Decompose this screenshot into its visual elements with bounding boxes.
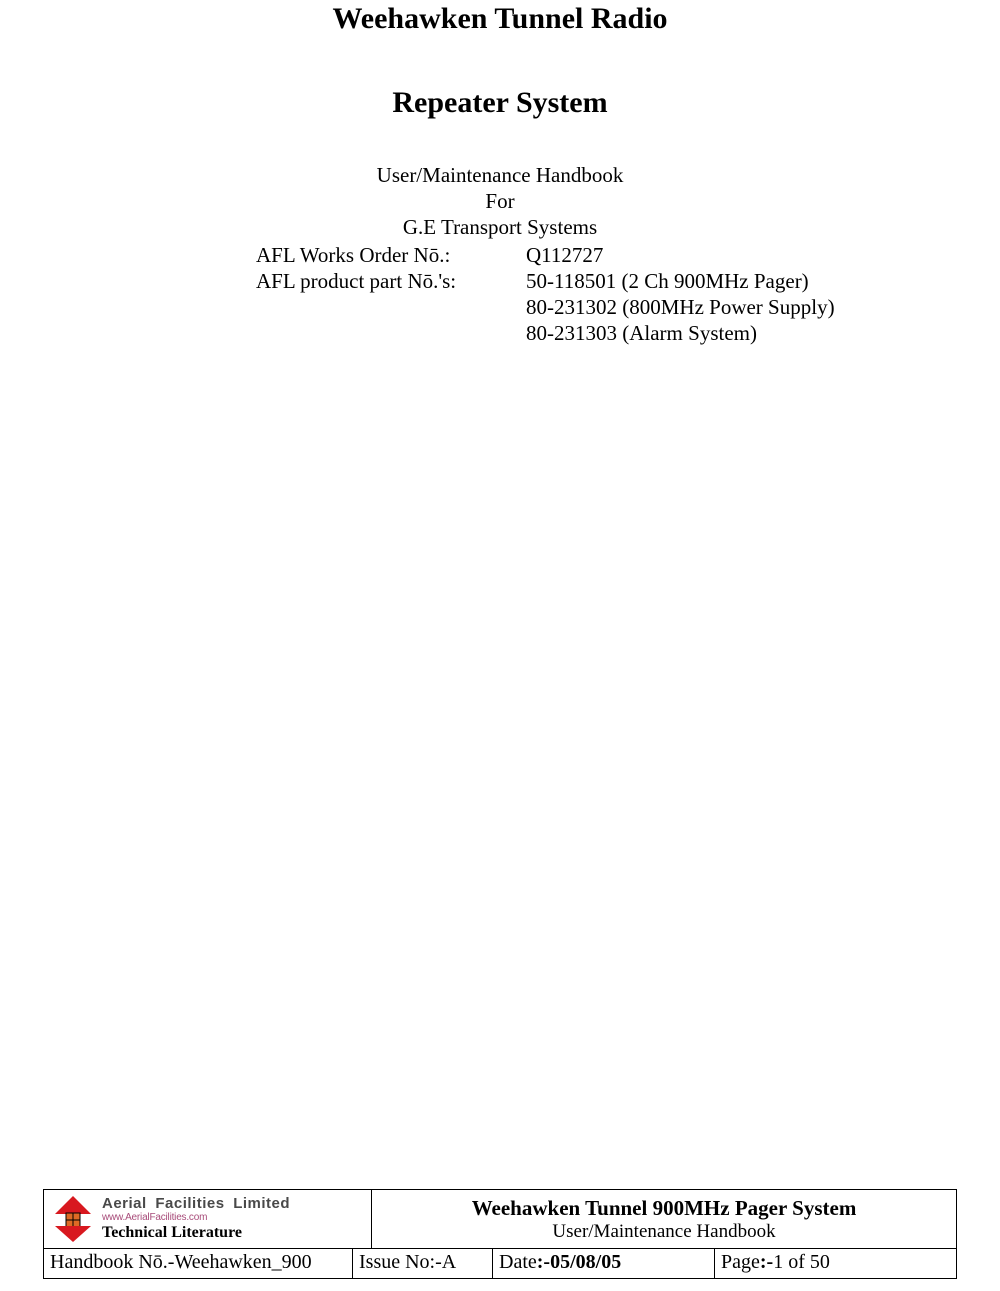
page-label: Page <box>721 1251 760 1273</box>
logo-url: www.AerialFacilities.com <box>102 1213 290 1224</box>
part-value-1: 80-231302 (800MHz Power Supply) <box>526 294 940 320</box>
page-total: 50 <box>810 1251 830 1273</box>
main-title-line1: Weehawken Tunnel Radio <box>60 2 940 36</box>
subtitle-line1: User/Maintenance Handbook <box>60 162 940 188</box>
issue-label: Issue No:- <box>359 1251 442 1273</box>
footer-handbook-cell: Handbook Nō.-Weehawken_900 <box>44 1249 353 1278</box>
footer-title-cell: Weehawken Tunnel 900MHz Pager System Use… <box>372 1190 956 1248</box>
main-title-line2: Repeater System <box>60 86 940 120</box>
logo-company-name: Aerial Facilities Limited <box>102 1196 290 1212</box>
footer-bottom-row: Handbook Nō.-Weehawken_900 Issue No:-A D… <box>43 1248 957 1279</box>
subtitle-line3: G.E Transport Systems <box>60 214 940 240</box>
handbook-value: Weehawken_900 <box>174 1251 311 1273</box>
order-info-block: AFL Works Order Nō.: Q112727 AFL product… <box>256 242 940 346</box>
date-sep: :- <box>537 1251 550 1273</box>
date-label: Date <box>499 1251 537 1273</box>
footer-page-cell: Page:-1 of 50 <box>715 1249 956 1278</box>
footer-title-2: User/Maintenance Handbook <box>382 1221 946 1243</box>
part-value-2: 80-231303 (Alarm System) <box>526 320 940 346</box>
logo-literature: Technical Literature <box>102 1225 290 1242</box>
page-current: 1 <box>773 1251 783 1273</box>
part-row-0: AFL product part Nō.'s: 50-118501 (2 Ch … <box>256 268 940 294</box>
page-footer: Aerial Facilities Limited www.AerialFaci… <box>43 1189 957 1279</box>
works-order-row: AFL Works Order Nō.: Q112727 <box>256 242 940 268</box>
works-order-label: AFL Works Order Nō.: <box>256 242 526 268</box>
footer-logo-cell: Aerial Facilities Limited www.AerialFaci… <box>44 1190 372 1248</box>
page-content: Weehawken Tunnel Radio Repeater System U… <box>0 2 1000 346</box>
handbook-label: Handbook Nō.- <box>50 1251 174 1273</box>
footer-top-row: Aerial Facilities Limited www.AerialFaci… <box>43 1189 957 1248</box>
part-value-0: 50-118501 (2 Ch 900MHz Pager) <box>526 268 940 294</box>
issue-value: A <box>442 1251 456 1273</box>
part-label-empty <box>256 294 526 320</box>
company-logo-icon <box>52 1194 94 1244</box>
works-order-value: Q112727 <box>526 242 940 268</box>
page-of: of <box>783 1251 810 1273</box>
logo-text-stack: Aerial Facilities Limited www.AerialFaci… <box>102 1196 290 1241</box>
footer-issue-cell: Issue No:-A <box>353 1249 493 1278</box>
part-label: AFL product part Nō.'s: <box>256 268 526 294</box>
subtitle-line2: For <box>60 188 940 214</box>
part-row-2: 80-231303 (Alarm System) <box>256 320 940 346</box>
date-value: 05/08/05 <box>550 1251 621 1273</box>
part-label-empty-2 <box>256 320 526 346</box>
footer-date-cell: Date:-05/08/05 <box>493 1249 715 1278</box>
page-sep: :- <box>760 1251 773 1273</box>
footer-title-1: Weehawken Tunnel 900MHz Pager System <box>382 1196 946 1221</box>
part-row-1: 80-231302 (800MHz Power Supply) <box>256 294 940 320</box>
subtitle-block: User/Maintenance Handbook For G.E Transp… <box>60 162 940 240</box>
